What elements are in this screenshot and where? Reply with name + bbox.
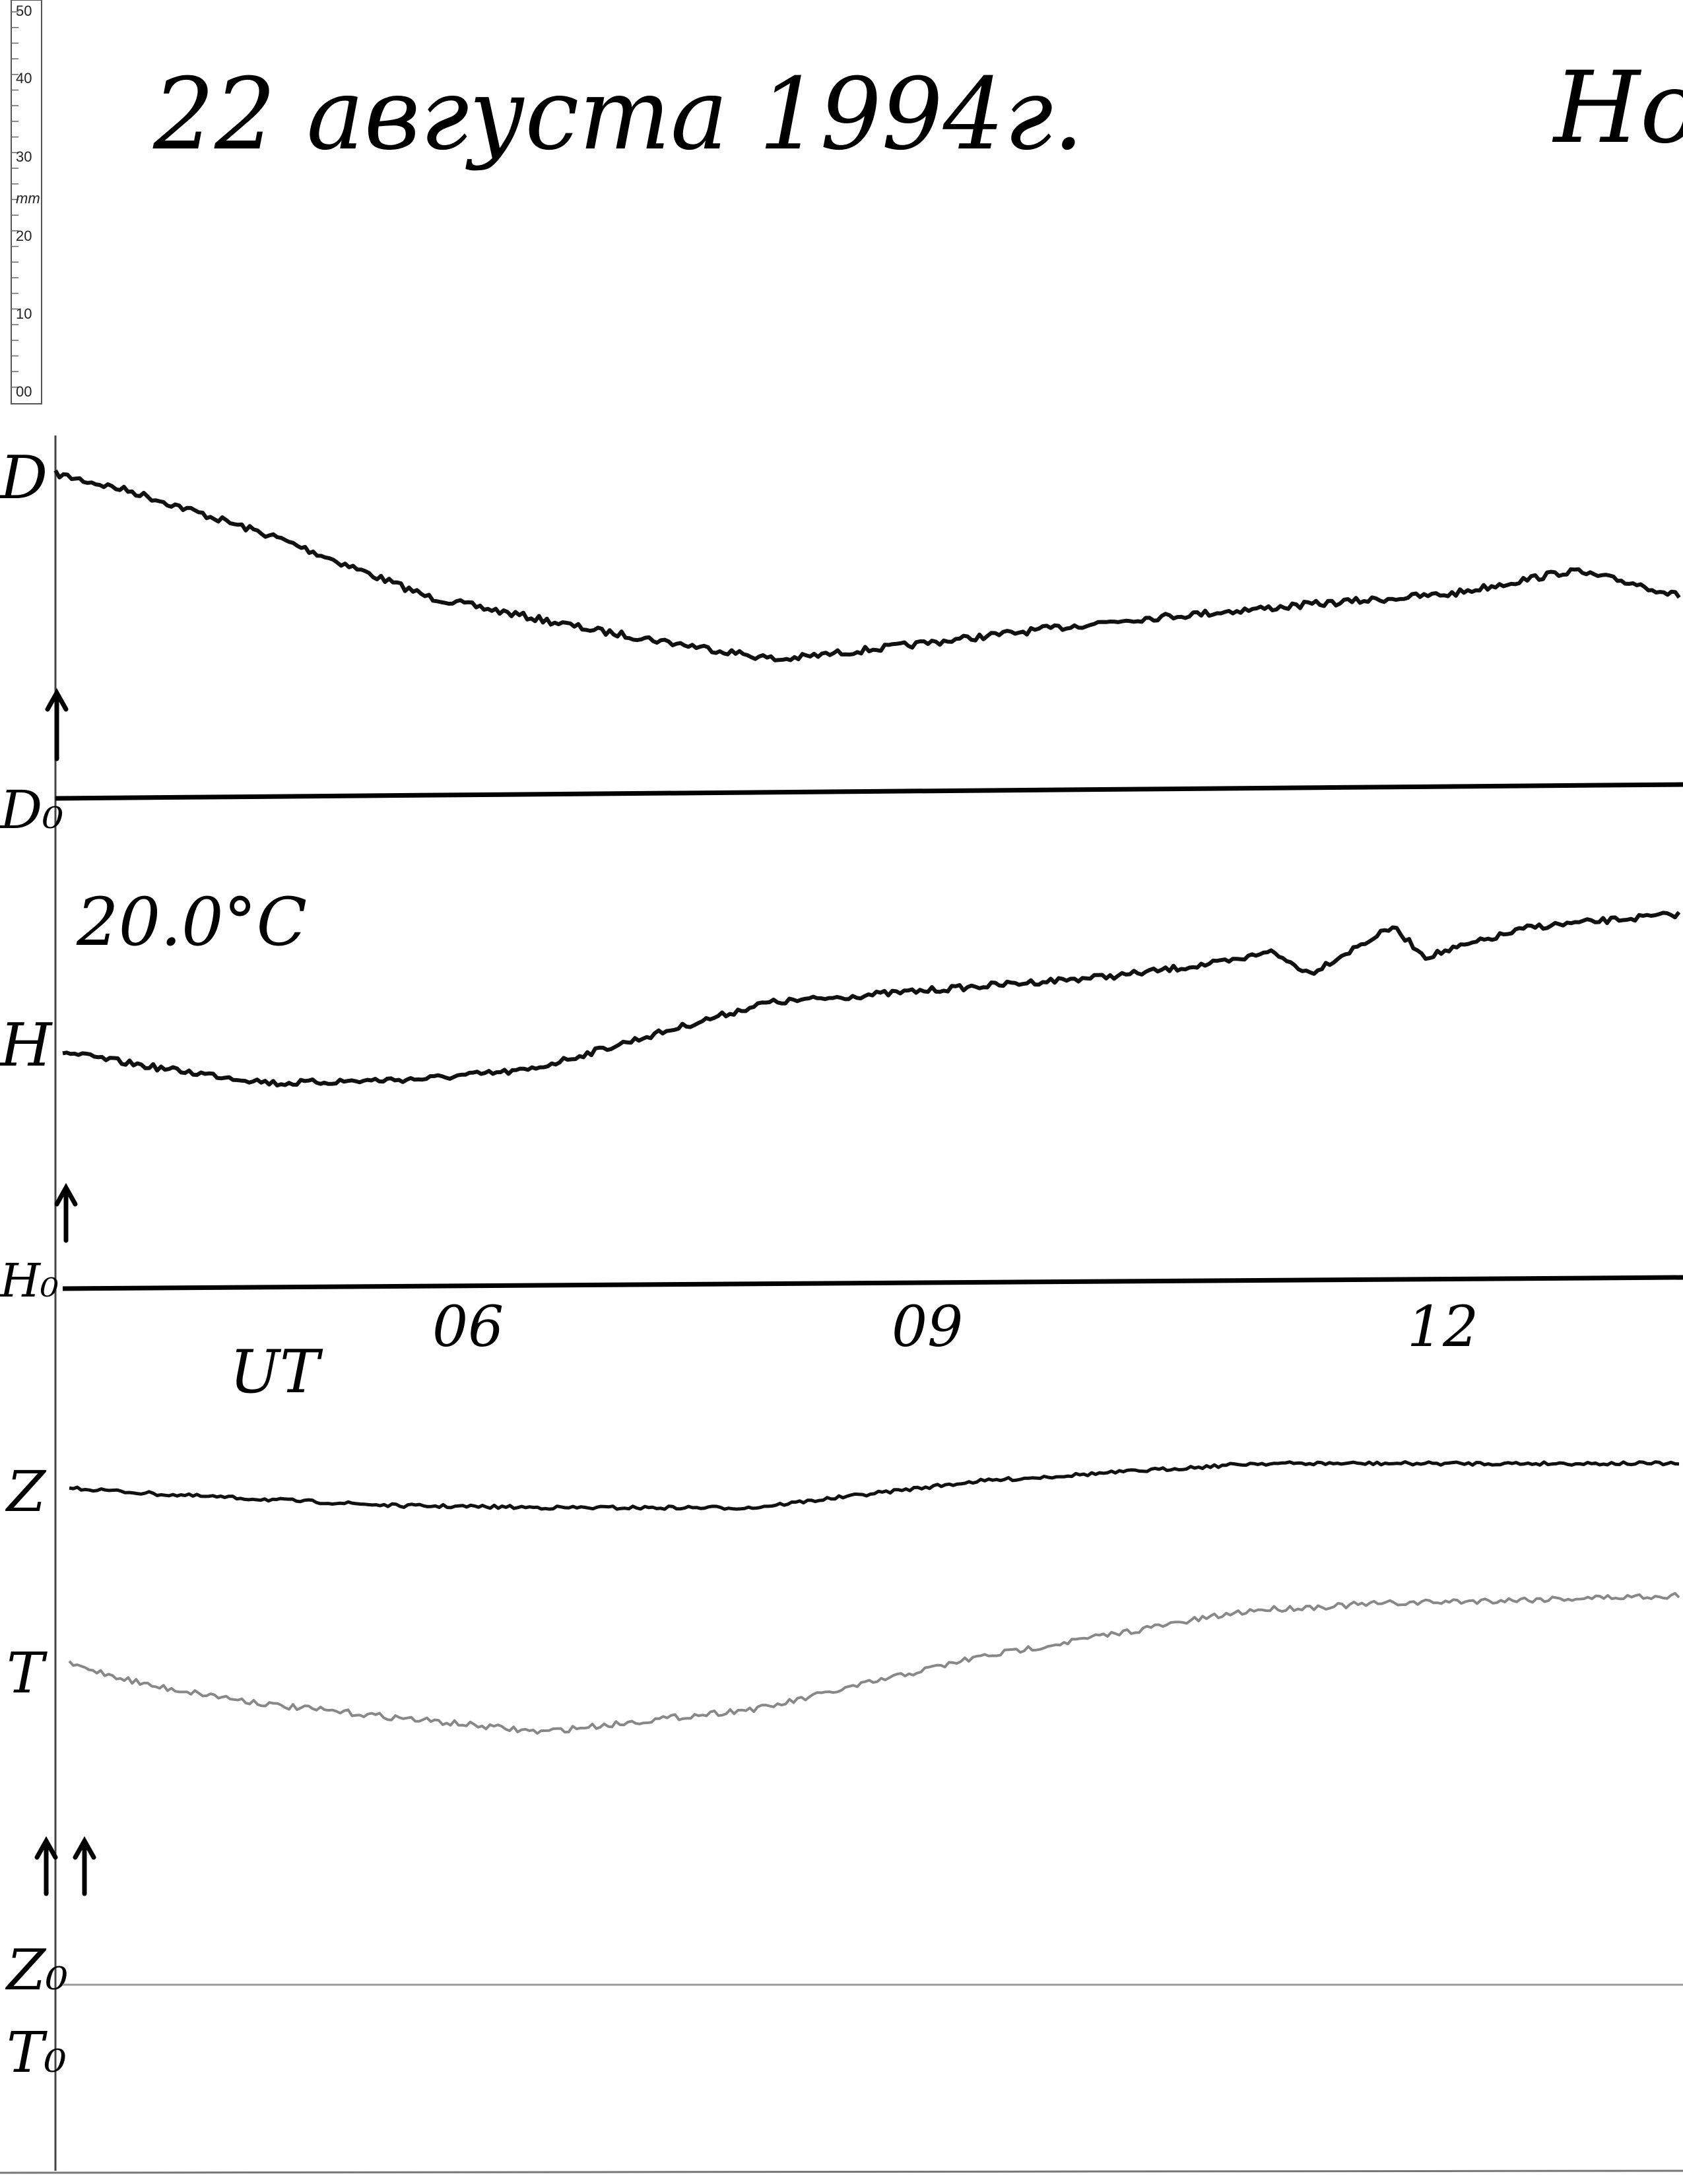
ruler-label: 00 <box>16 383 32 400</box>
ruler-label: 40 <box>16 70 32 86</box>
hour-label: 06 <box>432 1295 504 1360</box>
station-code: Ho <box>1552 51 1683 166</box>
trace-label: Z <box>5 1460 47 1525</box>
traces <box>53 469 1681 1735</box>
temperature-note: 20.0°C <box>76 883 307 961</box>
date-title: 22 августа 1994г. <box>152 57 1084 172</box>
baseline-label: Z₀ <box>5 1938 68 2003</box>
arrow <box>54 1182 78 1243</box>
h-baseline <box>62 1275 1683 1291</box>
baseline-label: H₀ <box>0 1254 59 1308</box>
ruler-label: 20 <box>16 228 32 244</box>
d-baseline <box>55 782 1683 801</box>
baseline-label: D₀ <box>0 779 63 841</box>
ruler-unit: mm <box>16 190 40 207</box>
trace <box>68 1591 1680 1735</box>
ruler-label: 50 <box>16 3 32 19</box>
arrow <box>45 688 69 761</box>
hour-label: 12 <box>1407 1295 1478 1360</box>
ruler-label: 30 <box>16 148 32 165</box>
trace <box>53 469 1681 662</box>
arrows <box>34 688 96 1896</box>
trace <box>69 1460 1680 1511</box>
trace-label: H <box>0 1011 53 1080</box>
baseline-label: T₀ <box>7 2020 67 2086</box>
trace <box>62 911 1681 1088</box>
arrow <box>34 1836 58 1896</box>
ruler-frame <box>11 0 42 404</box>
hour-label: 09 <box>892 1295 963 1360</box>
arrow <box>73 1836 96 1896</box>
time-unit: UT <box>230 1337 323 1407</box>
ruler-label: 10 <box>16 305 32 322</box>
ruler: 50 40 30 mm 20 10 00 <box>11 0 42 404</box>
trace-label: T <box>7 1641 48 1706</box>
trace-label: D <box>0 443 48 513</box>
page-edge <box>0 2169 1683 2174</box>
